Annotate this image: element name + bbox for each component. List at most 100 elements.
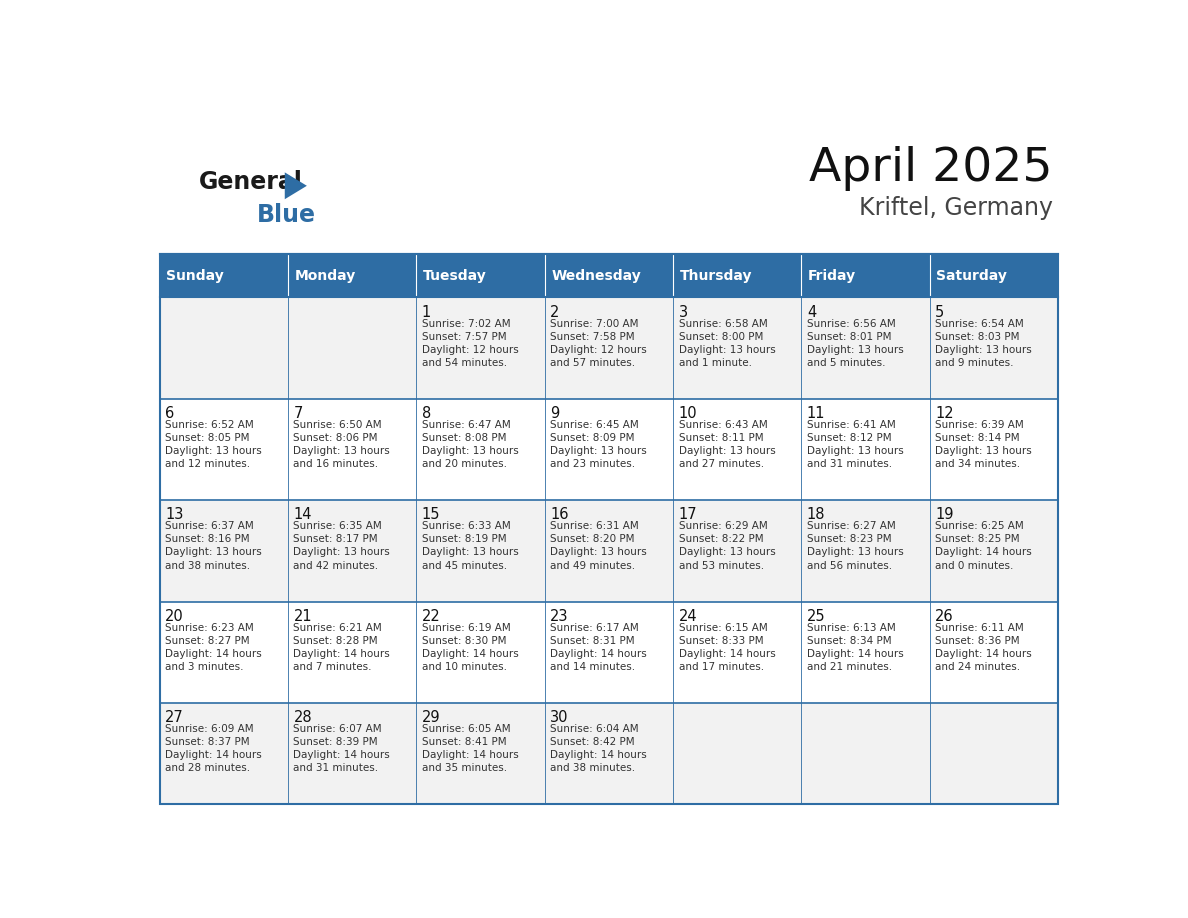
Text: Sunrise: 6:07 AM
Sunset: 8:39 PM
Daylight: 14 hours
and 31 minutes.: Sunrise: 6:07 AM Sunset: 8:39 PM Dayligh… (293, 724, 390, 773)
Text: Sunrise: 6:39 AM
Sunset: 8:14 PM
Daylight: 13 hours
and 34 minutes.: Sunrise: 6:39 AM Sunset: 8:14 PM Dayligh… (935, 420, 1032, 469)
Bar (802, 253, 930, 297)
Bar (674, 253, 802, 297)
Bar (802, 703, 930, 804)
Text: Sunrise: 6:37 AM
Sunset: 8:16 PM
Daylight: 13 hours
and 38 minutes.: Sunrise: 6:37 AM Sunset: 8:16 PM Dayligh… (165, 521, 261, 570)
Text: Sunrise: 6:33 AM
Sunset: 8:19 PM
Daylight: 13 hours
and 45 minutes.: Sunrise: 6:33 AM Sunset: 8:19 PM Dayligh… (422, 521, 519, 570)
Text: Sunrise: 7:02 AM
Sunset: 7:57 PM
Daylight: 12 hours
and 54 minutes.: Sunrise: 7:02 AM Sunset: 7:57 PM Dayligh… (422, 319, 519, 368)
Bar (159, 398, 287, 500)
Text: 7: 7 (293, 406, 303, 421)
Text: Kriftel, Germany: Kriftel, Germany (859, 196, 1053, 220)
Text: 14: 14 (293, 508, 312, 522)
Bar (544, 500, 674, 601)
Text: 30: 30 (550, 710, 569, 725)
Text: 22: 22 (422, 609, 441, 623)
Text: 10: 10 (678, 406, 697, 421)
Bar (930, 398, 1059, 500)
Bar (416, 398, 544, 500)
Text: 15: 15 (422, 508, 441, 522)
Text: Monday: Monday (295, 269, 355, 283)
Bar (930, 297, 1059, 398)
Text: Sunrise: 6:29 AM
Sunset: 8:22 PM
Daylight: 13 hours
and 53 minutes.: Sunrise: 6:29 AM Sunset: 8:22 PM Dayligh… (678, 521, 776, 570)
Bar (674, 703, 802, 804)
Text: 17: 17 (678, 508, 697, 522)
Text: 5: 5 (935, 305, 944, 319)
Text: 21: 21 (293, 609, 312, 623)
Text: 19: 19 (935, 508, 954, 522)
Bar (159, 253, 287, 297)
Text: 6: 6 (165, 406, 175, 421)
Bar (544, 601, 674, 703)
Text: Sunday: Sunday (166, 269, 223, 283)
Bar (674, 297, 802, 398)
Text: 9: 9 (550, 406, 560, 421)
Bar (930, 253, 1059, 297)
Text: 27: 27 (165, 710, 184, 725)
Text: Saturday: Saturday (936, 269, 1007, 283)
Text: Sunrise: 6:13 AM
Sunset: 8:34 PM
Daylight: 14 hours
and 21 minutes.: Sunrise: 6:13 AM Sunset: 8:34 PM Dayligh… (807, 622, 904, 672)
Bar (416, 297, 544, 398)
Bar (159, 297, 287, 398)
Bar (544, 703, 674, 804)
Text: 28: 28 (293, 710, 312, 725)
Text: General: General (200, 170, 303, 195)
Bar (287, 297, 416, 398)
Text: Sunrise: 6:43 AM
Sunset: 8:11 PM
Daylight: 13 hours
and 27 minutes.: Sunrise: 6:43 AM Sunset: 8:11 PM Dayligh… (678, 420, 776, 469)
Text: Tuesday: Tuesday (423, 269, 487, 283)
Bar (802, 500, 930, 601)
Text: 2: 2 (550, 305, 560, 319)
Bar (159, 500, 287, 601)
Bar (802, 297, 930, 398)
Text: Sunrise: 6:25 AM
Sunset: 8:25 PM
Daylight: 14 hours
and 0 minutes.: Sunrise: 6:25 AM Sunset: 8:25 PM Dayligh… (935, 521, 1032, 570)
Text: 12: 12 (935, 406, 954, 421)
Bar (287, 703, 416, 804)
Text: Sunrise: 6:54 AM
Sunset: 8:03 PM
Daylight: 13 hours
and 9 minutes.: Sunrise: 6:54 AM Sunset: 8:03 PM Dayligh… (935, 319, 1032, 368)
Text: Sunrise: 6:09 AM
Sunset: 8:37 PM
Daylight: 14 hours
and 28 minutes.: Sunrise: 6:09 AM Sunset: 8:37 PM Dayligh… (165, 724, 261, 773)
Text: 18: 18 (807, 508, 826, 522)
Text: April 2025: April 2025 (809, 145, 1053, 191)
Text: 11: 11 (807, 406, 826, 421)
Text: Sunrise: 6:11 AM
Sunset: 8:36 PM
Daylight: 14 hours
and 24 minutes.: Sunrise: 6:11 AM Sunset: 8:36 PM Dayligh… (935, 622, 1032, 672)
Bar (802, 398, 930, 500)
Bar (159, 601, 287, 703)
Bar (159, 703, 287, 804)
Text: 4: 4 (807, 305, 816, 319)
Bar (544, 398, 674, 500)
Text: Sunrise: 6:21 AM
Sunset: 8:28 PM
Daylight: 14 hours
and 7 minutes.: Sunrise: 6:21 AM Sunset: 8:28 PM Dayligh… (293, 622, 390, 672)
Polygon shape (285, 173, 307, 199)
Bar (930, 703, 1059, 804)
Bar (287, 601, 416, 703)
Text: Sunrise: 6:19 AM
Sunset: 8:30 PM
Daylight: 14 hours
and 10 minutes.: Sunrise: 6:19 AM Sunset: 8:30 PM Dayligh… (422, 622, 519, 672)
Text: Blue: Blue (257, 204, 316, 228)
Text: 8: 8 (422, 406, 431, 421)
Bar (416, 253, 544, 297)
Text: Sunrise: 6:05 AM
Sunset: 8:41 PM
Daylight: 14 hours
and 35 minutes.: Sunrise: 6:05 AM Sunset: 8:41 PM Dayligh… (422, 724, 519, 773)
Text: 26: 26 (935, 609, 954, 623)
Text: 20: 20 (165, 609, 184, 623)
Text: Sunrise: 6:31 AM
Sunset: 8:20 PM
Daylight: 13 hours
and 49 minutes.: Sunrise: 6:31 AM Sunset: 8:20 PM Dayligh… (550, 521, 647, 570)
Text: Sunrise: 6:50 AM
Sunset: 8:06 PM
Daylight: 13 hours
and 16 minutes.: Sunrise: 6:50 AM Sunset: 8:06 PM Dayligh… (293, 420, 390, 469)
Bar (674, 601, 802, 703)
Bar (930, 601, 1059, 703)
Text: Sunrise: 6:47 AM
Sunset: 8:08 PM
Daylight: 13 hours
and 20 minutes.: Sunrise: 6:47 AM Sunset: 8:08 PM Dayligh… (422, 420, 519, 469)
Text: Friday: Friday (808, 269, 857, 283)
Text: Sunrise: 6:58 AM
Sunset: 8:00 PM
Daylight: 13 hours
and 1 minute.: Sunrise: 6:58 AM Sunset: 8:00 PM Dayligh… (678, 319, 776, 368)
Text: Sunrise: 6:17 AM
Sunset: 8:31 PM
Daylight: 14 hours
and 14 minutes.: Sunrise: 6:17 AM Sunset: 8:31 PM Dayligh… (550, 622, 647, 672)
Text: Wednesday: Wednesday (551, 269, 640, 283)
Bar (287, 500, 416, 601)
Text: Sunrise: 6:23 AM
Sunset: 8:27 PM
Daylight: 14 hours
and 3 minutes.: Sunrise: 6:23 AM Sunset: 8:27 PM Dayligh… (165, 622, 261, 672)
Bar (544, 253, 674, 297)
Bar (416, 703, 544, 804)
Text: 24: 24 (678, 609, 697, 623)
Text: 3: 3 (678, 305, 688, 319)
Bar (930, 500, 1059, 601)
Text: 25: 25 (807, 609, 826, 623)
Bar (674, 398, 802, 500)
Text: 23: 23 (550, 609, 569, 623)
Text: Sunrise: 6:41 AM
Sunset: 8:12 PM
Daylight: 13 hours
and 31 minutes.: Sunrise: 6:41 AM Sunset: 8:12 PM Dayligh… (807, 420, 904, 469)
Text: Sunrise: 6:52 AM
Sunset: 8:05 PM
Daylight: 13 hours
and 12 minutes.: Sunrise: 6:52 AM Sunset: 8:05 PM Dayligh… (165, 420, 261, 469)
Text: Sunrise: 6:27 AM
Sunset: 8:23 PM
Daylight: 13 hours
and 56 minutes.: Sunrise: 6:27 AM Sunset: 8:23 PM Dayligh… (807, 521, 904, 570)
Bar (159, 253, 1059, 804)
Text: 29: 29 (422, 710, 441, 725)
Bar (544, 297, 674, 398)
Text: 16: 16 (550, 508, 569, 522)
